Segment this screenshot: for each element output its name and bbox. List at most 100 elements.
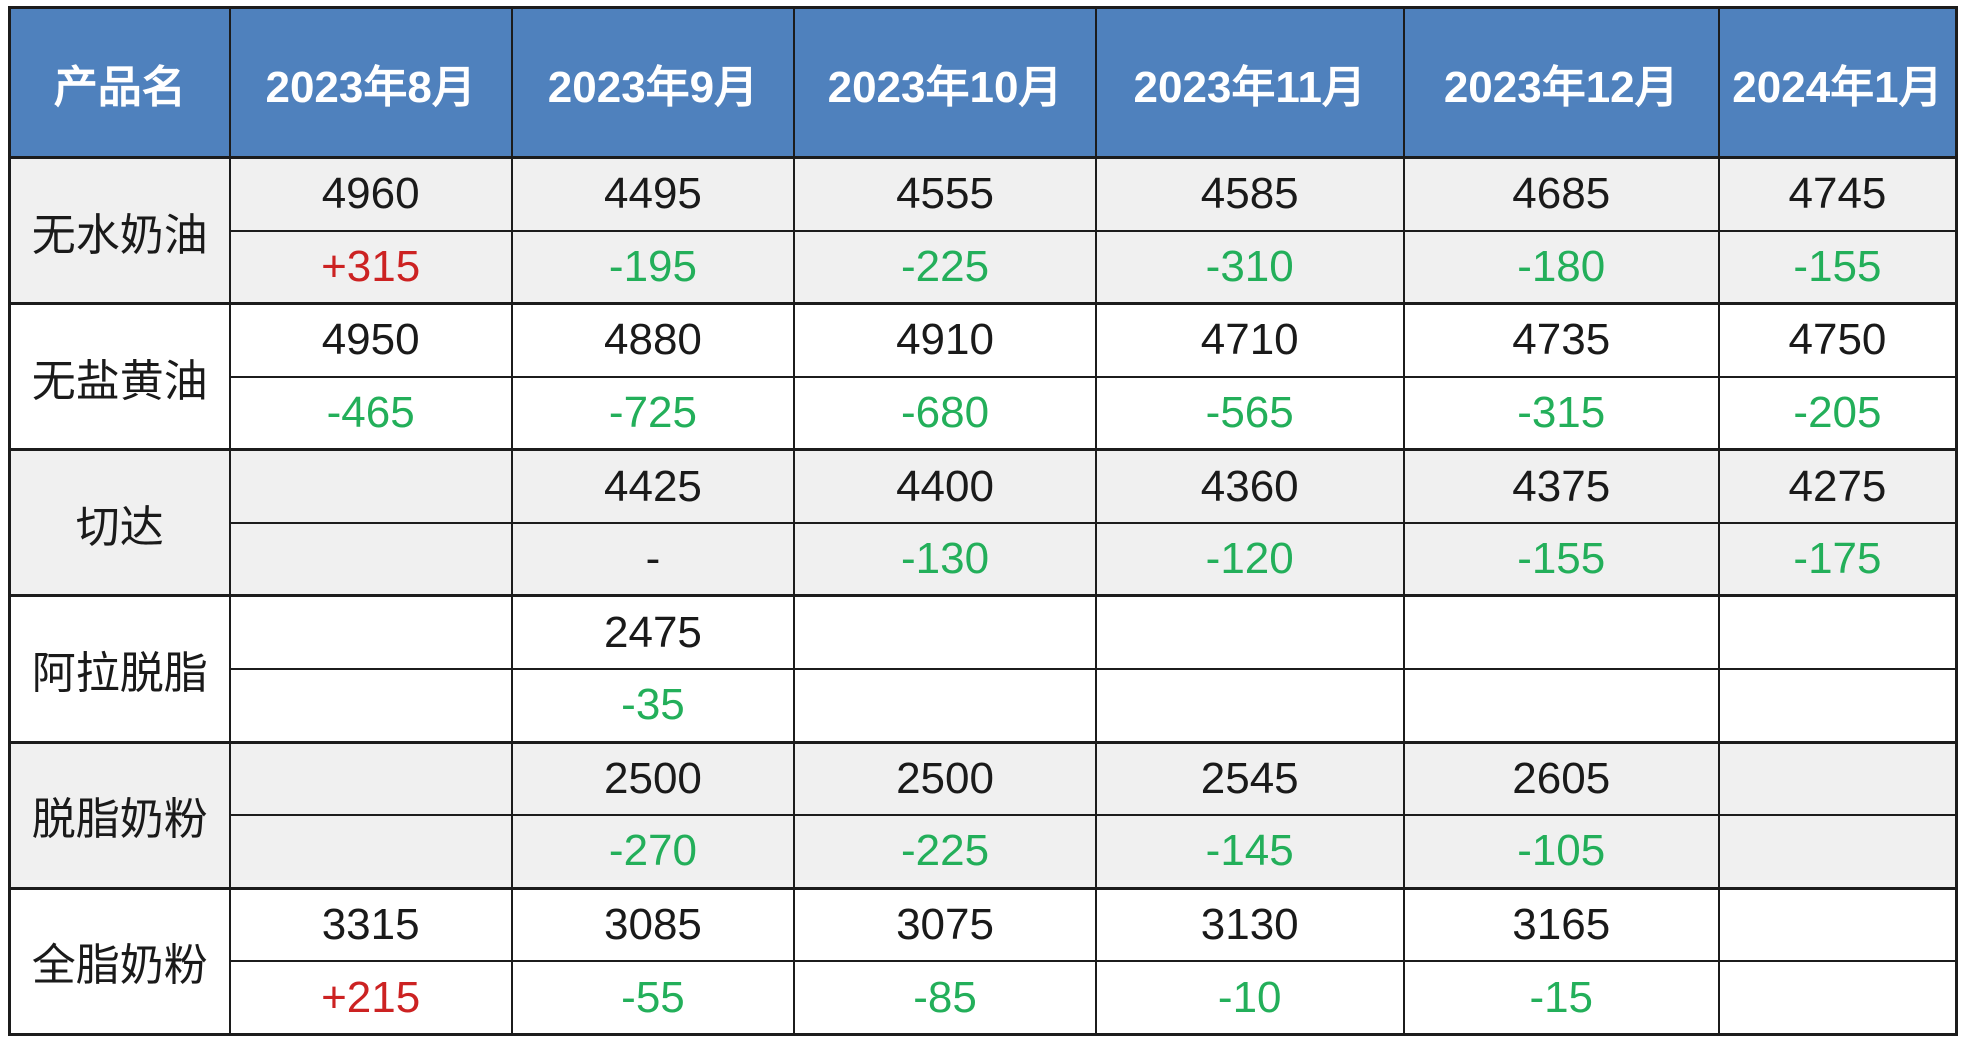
product-name-cell: 全脂奶粉	[8, 886, 231, 1036]
change-cell: -	[510, 521, 796, 597]
change-cell	[1717, 814, 1958, 890]
price-row: 无水奶油 4960 4495 4555 4585 4685 4745	[8, 155, 1958, 305]
price-cell	[228, 594, 513, 671]
change-cell	[228, 814, 513, 890]
column-header-month: 2023年8月	[228, 6, 513, 159]
price-cell: 4685	[1402, 155, 1720, 232]
change-cell: -310	[1094, 229, 1405, 305]
price-cell	[793, 594, 1097, 671]
change-row: - -130 -120 -155 -175	[10, 521, 1958, 597]
change-cell: -205	[1717, 375, 1958, 451]
price-cell: 4960	[228, 155, 513, 232]
price-row: 无盐黄油 4950 4880 4910 4710 4735 4750	[8, 302, 1958, 451]
change-cell	[793, 668, 1097, 744]
change-cell: -155	[1402, 521, 1720, 597]
change-cell: -120	[1094, 521, 1405, 597]
change-cell: -225	[793, 229, 1097, 305]
product-name-cell: 切达	[8, 448, 231, 597]
change-cell	[228, 668, 513, 744]
price-cell: 3165	[1402, 886, 1720, 963]
product-name-cell: 无水奶油	[8, 155, 231, 305]
price-cell	[228, 740, 513, 817]
price-cell: 2545	[1094, 740, 1405, 817]
change-cell: -10	[1094, 960, 1405, 1036]
change-row: -35	[10, 668, 1958, 744]
price-cell	[228, 448, 513, 524]
column-header-month: 2023年10月	[793, 6, 1097, 159]
price-cell: 4555	[793, 155, 1097, 232]
price-cell: 4880	[510, 302, 796, 378]
change-cell: -180	[1402, 229, 1720, 305]
product-name-cell: 阿拉脱脂	[8, 594, 231, 744]
column-header-month: 2024年1月	[1717, 6, 1958, 159]
change-row: +315 -195 -225 -310 -180 -155	[10, 229, 1958, 305]
table-header: 产品名 2023年8月 2023年9月 2023年10月 2023年11月 2023年12…	[8, 6, 1958, 159]
price-cell: 4275	[1717, 448, 1958, 524]
column-header-product: 产品名	[8, 6, 231, 159]
price-cell: 2605	[1402, 740, 1720, 817]
price-cell	[1717, 886, 1958, 963]
change-cell: -130	[793, 521, 1097, 597]
price-row: 阿拉脱脂 2475	[8, 594, 1958, 744]
column-header-month: 2023年11月	[1094, 6, 1405, 159]
price-cell: 2500	[510, 740, 796, 817]
price-cell: 4745	[1717, 155, 1958, 232]
change-cell: -270	[510, 814, 796, 890]
product-name-cell: 脱脂奶粉	[8, 740, 231, 890]
price-cell	[1402, 594, 1720, 671]
price-cell: 4495	[510, 155, 796, 232]
column-header-month: 2023年9月	[510, 6, 796, 159]
price-cell: 4710	[1094, 302, 1405, 378]
price-cell: 2500	[793, 740, 1097, 817]
table-body: 无水奶油 4960 4495 4555 4585 4685 4745 +315 -195 -225…	[8, 155, 1958, 1036]
change-cell	[1717, 960, 1958, 1036]
change-cell: -680	[793, 375, 1097, 451]
price-cell: 3130	[1094, 886, 1405, 963]
change-cell	[1094, 668, 1405, 744]
price-cell: 3085	[510, 886, 796, 963]
dairy-price-table-container: 产品名 2023年8月 2023年9月 2023年10月 2023年11月 2023年12…	[8, 6, 1958, 1036]
column-header-month: 2023年12月	[1402, 6, 1720, 159]
change-cell: -725	[510, 375, 796, 451]
price-row: 脱脂奶粉 2500 2500 2545 2605	[8, 740, 1958, 890]
change-cell: -105	[1402, 814, 1720, 890]
dairy-price-table: 产品名 2023年8月 2023年9月 2023年10月 2023年11月 2023年12…	[8, 6, 1958, 1036]
price-cell: 4425	[510, 448, 796, 524]
change-row: -465 -725 -680 -565 -315 -205	[10, 375, 1958, 451]
price-cell: 4360	[1094, 448, 1405, 524]
change-cell: -35	[510, 668, 796, 744]
price-cell: 2475	[510, 594, 796, 671]
price-cell	[1717, 594, 1958, 671]
price-cell: 3075	[793, 886, 1097, 963]
change-cell: -565	[1094, 375, 1405, 451]
price-cell	[1094, 594, 1405, 671]
change-cell: -465	[228, 375, 513, 451]
change-cell: -315	[1402, 375, 1720, 451]
change-row: +215 -55 -85 -10 -15	[10, 960, 1958, 1036]
price-cell: 4585	[1094, 155, 1405, 232]
price-cell	[1717, 740, 1958, 817]
price-cell: 4735	[1402, 302, 1720, 378]
price-cell: 4375	[1402, 448, 1720, 524]
change-cell: -55	[510, 960, 796, 1036]
change-cell	[1402, 668, 1720, 744]
change-cell	[228, 521, 513, 597]
price-cell: 4950	[228, 302, 513, 378]
change-cell: -195	[510, 229, 796, 305]
product-name-cell: 无盐黄油	[8, 302, 231, 451]
price-row: 切达 4425 4400 4360 4375 4275	[8, 448, 1958, 597]
price-cell: 4750	[1717, 302, 1958, 378]
change-cell: -225	[793, 814, 1097, 890]
change-cell: -155	[1717, 229, 1958, 305]
change-cell: -15	[1402, 960, 1720, 1036]
change-cell: -85	[793, 960, 1097, 1036]
price-cell: 3315	[228, 886, 513, 963]
change-cell: -145	[1094, 814, 1405, 890]
change-cell: -175	[1717, 521, 1958, 597]
change-row: -270 -225 -145 -105	[10, 814, 1958, 890]
price-row: 全脂奶粉 3315 3085 3075 3130 3165	[8, 886, 1958, 1036]
table-header-row: 产品名 2023年8月 2023年9月 2023年10月 2023年11月 2023年12…	[8, 6, 1958, 159]
change-cell: +315	[228, 229, 513, 305]
price-cell: 4400	[793, 448, 1097, 524]
change-cell: +215	[228, 960, 513, 1036]
